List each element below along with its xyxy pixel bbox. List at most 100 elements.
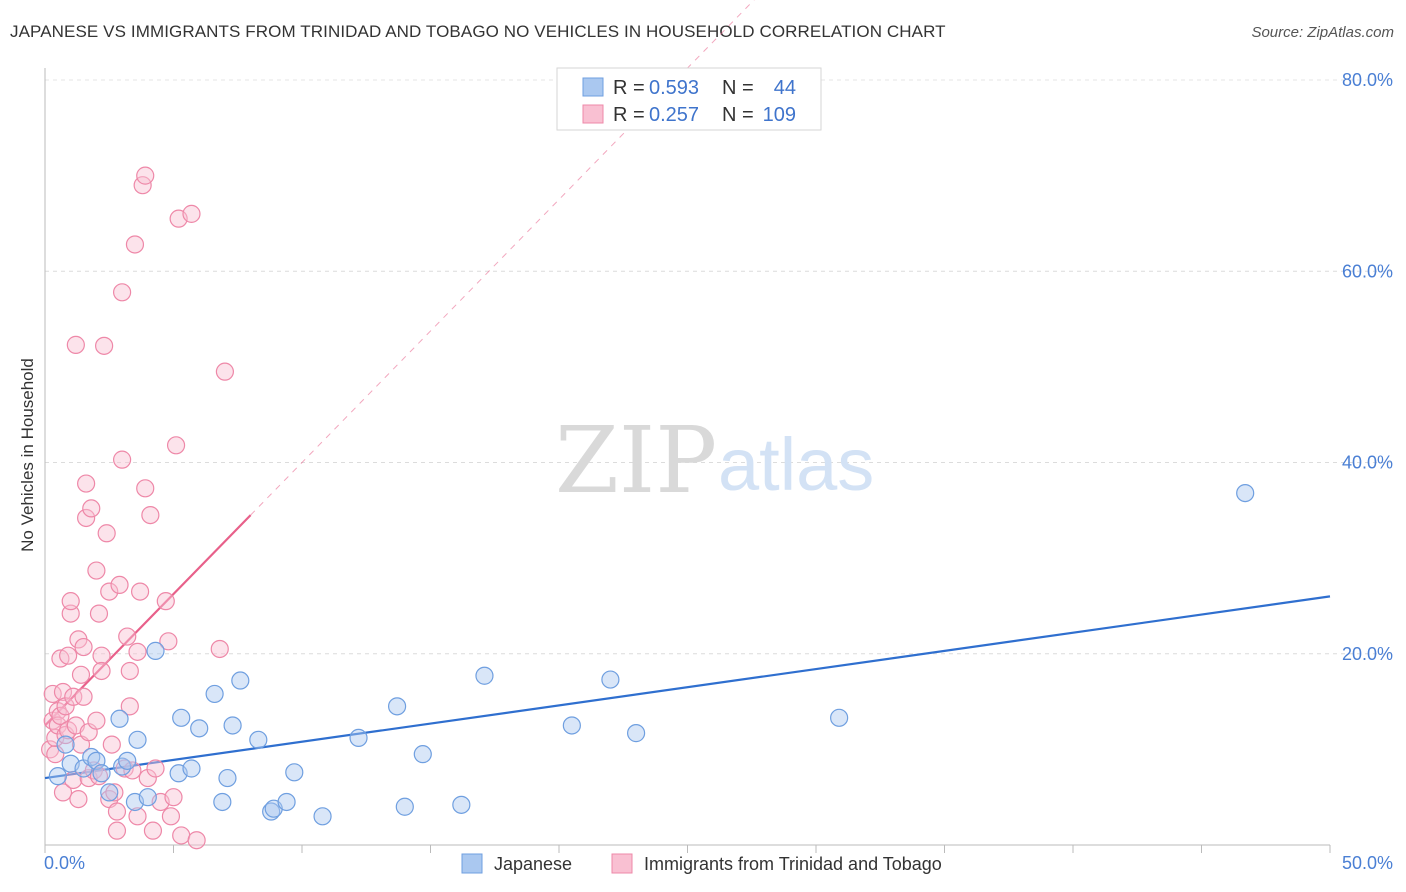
data-point [61, 604, 80, 623]
watermark: ZIP atlas [555, 407, 874, 514]
data-point [190, 719, 209, 738]
data-point [56, 697, 75, 716]
data-point [107, 802, 127, 821]
data-point [82, 499, 101, 518]
data-point [123, 761, 142, 780]
data-point [100, 783, 119, 802]
data-point [218, 768, 237, 788]
data-point [187, 831, 206, 850]
data-point [120, 661, 139, 681]
stat-n-label: N = [722, 104, 754, 126]
data-point [107, 821, 127, 840]
data-point [53, 682, 73, 702]
data-point [118, 751, 137, 770]
data-point [112, 757, 132, 776]
data-point [105, 783, 124, 802]
data-point [138, 788, 157, 807]
data-points [41, 166, 1255, 850]
data-point [125, 235, 145, 254]
data-point [136, 479, 155, 498]
stat-r-value: 0.593 [649, 77, 699, 99]
data-point [262, 802, 281, 821]
y-tick-label: 60.0% [1342, 261, 1393, 281]
data-point [97, 524, 116, 543]
watermark-atlas: atlas [718, 423, 874, 506]
stats-swatch [582, 104, 604, 124]
data-point [205, 684, 224, 704]
data-point [128, 807, 147, 826]
data-point [210, 639, 229, 659]
data-point [87, 711, 106, 730]
data-point [59, 646, 78, 665]
data-point [164, 788, 183, 807]
data-point [223, 716, 242, 735]
data-point [452, 795, 471, 814]
stats-legend: R = 0.593 N = 44 R = 0.257 N = 109 [556, 67, 822, 131]
y-tick-label: 40.0% [1342, 453, 1393, 473]
watermark-zip: ZIP [555, 407, 717, 514]
data-point [182, 204, 201, 223]
stat-r-label: R = [613, 77, 645, 99]
data-point [387, 697, 407, 716]
x-tick-label-min: 0.0% [44, 853, 85, 873]
data-point [89, 604, 109, 623]
stat-n-value: 44 [774, 77, 796, 99]
data-point [110, 575, 129, 595]
x-tick-label-max: 50.0% [1342, 853, 1393, 873]
data-point [277, 792, 296, 812]
stat-r-label: R = [613, 104, 645, 126]
data-point [156, 592, 175, 611]
data-point [92, 646, 111, 665]
chart-title: JAPANESE VS IMMIGRANTS FROM TRINIDAD AND… [10, 22, 946, 41]
chart-source: Source: ZipAtlas.com [1251, 24, 1394, 41]
data-point [74, 637, 93, 657]
tick-labels: 20.0% 40.0% 60.0% 80.0% 0.0% 50.0% [44, 70, 1393, 873]
data-point [146, 759, 165, 778]
data-point [249, 730, 268, 749]
data-point [143, 821, 163, 840]
data-point [395, 797, 414, 816]
data-point [128, 730, 147, 749]
data-point [349, 728, 368, 748]
data-point [128, 642, 147, 661]
data-point [138, 768, 157, 788]
data-point [626, 724, 646, 743]
data-point [120, 697, 139, 716]
data-point [71, 665, 91, 684]
gridlines [45, 79, 1392, 655]
stat-n-label: N = [722, 77, 754, 99]
data-point [161, 807, 181, 826]
data-point [112, 450, 132, 469]
legend-swatch [611, 853, 633, 874]
data-point [92, 661, 111, 681]
data-point [100, 582, 119, 601]
stat-r-value: 0.257 [649, 104, 699, 126]
data-point [69, 789, 88, 809]
data-point [215, 362, 234, 381]
data-point [92, 764, 111, 783]
data-point [102, 735, 121, 754]
axes [44, 68, 1331, 853]
data-point [51, 706, 70, 726]
data-point [231, 671, 250, 690]
data-point [112, 283, 132, 302]
data-point [77, 508, 96, 528]
data-point [213, 792, 232, 812]
y-tick-label: 20.0% [1342, 644, 1393, 664]
data-point [53, 783, 73, 802]
data-point [172, 708, 191, 727]
data-point [89, 767, 109, 786]
data-point [136, 166, 155, 185]
data-point [159, 632, 178, 651]
data-point [285, 763, 304, 782]
data-point [110, 709, 129, 728]
data-point [48, 767, 67, 786]
data-point [64, 687, 83, 706]
legend-swatch [461, 853, 483, 874]
data-point [182, 759, 201, 778]
data-point [562, 716, 581, 735]
stat-n-value: 109 [763, 104, 796, 126]
data-point [77, 474, 96, 493]
legend-label: Japanese [494, 854, 572, 874]
